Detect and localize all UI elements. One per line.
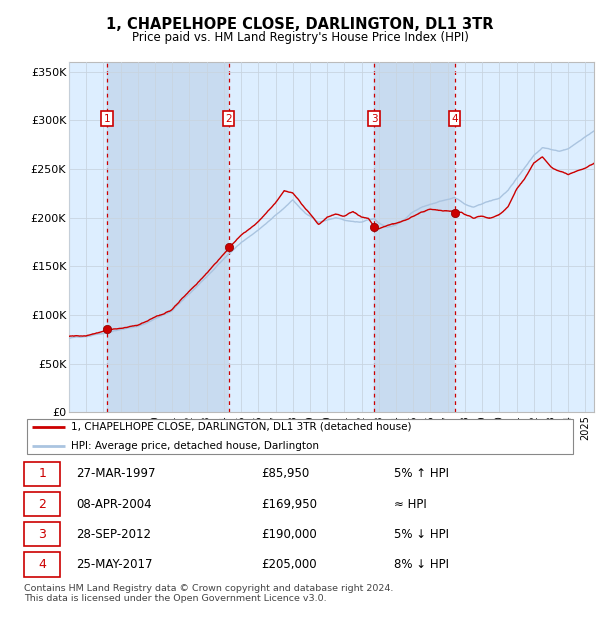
Text: 1, CHAPELHOPE CLOSE, DARLINGTON, DL1 3TR (detached house): 1, CHAPELHOPE CLOSE, DARLINGTON, DL1 3TR…: [71, 422, 412, 432]
Bar: [374, 62, 455, 412]
Text: 3: 3: [371, 113, 377, 124]
Text: £85,950: £85,950: [262, 467, 310, 481]
Text: 5% ↓ HPI: 5% ↓ HPI: [394, 528, 449, 541]
FancyBboxPatch shape: [27, 418, 573, 454]
Text: 2: 2: [38, 498, 46, 511]
Text: £169,950: £169,950: [262, 498, 317, 511]
Text: HPI: Average price, detached house, Darlington: HPI: Average price, detached house, Darl…: [71, 441, 319, 451]
Bar: [229, 62, 374, 412]
Text: 4: 4: [38, 558, 46, 571]
Text: 5% ↑ HPI: 5% ↑ HPI: [394, 467, 449, 481]
Text: Price paid vs. HM Land Registry's House Price Index (HPI): Price paid vs. HM Land Registry's House …: [131, 31, 469, 44]
Text: 27-MAR-1997: 27-MAR-1997: [76, 467, 156, 481]
Bar: [107, 62, 229, 412]
Text: Contains HM Land Registry data © Crown copyright and database right 2024.
This d: Contains HM Land Registry data © Crown c…: [24, 584, 394, 603]
FancyBboxPatch shape: [24, 552, 61, 577]
Text: 28-SEP-2012: 28-SEP-2012: [76, 528, 151, 541]
FancyBboxPatch shape: [24, 492, 61, 516]
Bar: [455, 62, 594, 412]
Text: £205,000: £205,000: [262, 558, 317, 571]
Text: 4: 4: [451, 113, 458, 124]
Text: 25-MAY-2017: 25-MAY-2017: [76, 558, 153, 571]
Text: £190,000: £190,000: [262, 528, 317, 541]
FancyBboxPatch shape: [24, 462, 61, 486]
Text: 08-APR-2004: 08-APR-2004: [76, 498, 152, 511]
Bar: [69, 62, 107, 412]
FancyBboxPatch shape: [24, 522, 61, 546]
Text: 8% ↓ HPI: 8% ↓ HPI: [394, 558, 449, 571]
Text: 2: 2: [225, 113, 232, 124]
Text: 3: 3: [38, 528, 46, 541]
Text: 1: 1: [38, 467, 46, 481]
Text: 1: 1: [104, 113, 110, 124]
Text: 1, CHAPELHOPE CLOSE, DARLINGTON, DL1 3TR: 1, CHAPELHOPE CLOSE, DARLINGTON, DL1 3TR: [106, 17, 494, 32]
Text: ≈ HPI: ≈ HPI: [394, 498, 427, 511]
